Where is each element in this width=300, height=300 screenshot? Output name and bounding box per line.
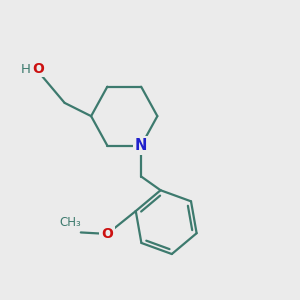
Text: H: H — [21, 62, 31, 76]
Text: CH₃: CH₃ — [60, 216, 81, 229]
Text: N: N — [135, 138, 147, 153]
Text: O: O — [32, 62, 44, 76]
Text: O: O — [101, 227, 113, 241]
